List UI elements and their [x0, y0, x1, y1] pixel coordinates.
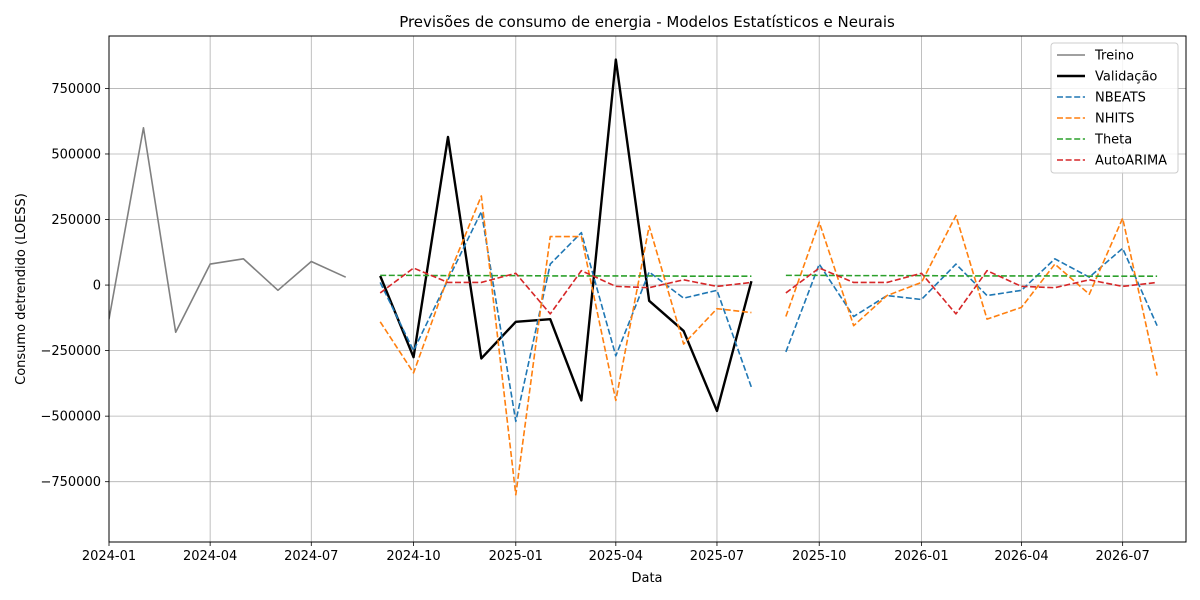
x-tick-label: 2026-01	[894, 549, 948, 564]
y-axis-label: Consumo detrendido (LOESS)	[14, 193, 29, 385]
plot-series	[109, 58, 1158, 496]
y-tick-label: 0	[93, 279, 101, 294]
y-tick-label: −750000	[40, 475, 101, 490]
x-tick-label: 2024-01	[82, 549, 136, 564]
y-tick-label: 250000	[51, 213, 101, 228]
y-tick-label: 500000	[51, 147, 101, 162]
x-tick-label: 2024-07	[284, 549, 338, 564]
axis-ticks: 2024-01 2024-04 2024-07 2024-10 2025-01 2025-…	[40, 82, 1149, 564]
legend: Treino Validação NBEATS NHITS Theta AutoARIMA	[1050, 42, 1179, 174]
series-line-nhits	[379, 195, 752, 496]
series-line-treino	[109, 126, 347, 334]
legend-label: NBEATS	[1095, 91, 1146, 106]
x-tick-label: 2025-01	[489, 549, 543, 564]
series-line-autoarima	[379, 267, 752, 315]
legend-item-nhits: NHITS	[1057, 112, 1135, 127]
series-line-validacao	[379, 58, 753, 413]
chart-title: Previsões de consumo de energia - Modelo…	[399, 13, 895, 31]
plot-frame	[108, 35, 1187, 543]
y-tick-label: −500000	[40, 410, 101, 425]
series-line-theta	[380, 274, 752, 277]
series-line-autoarima	[785, 267, 1158, 315]
x-tick-label: 2024-10	[386, 549, 440, 564]
legend-label: Theta	[1094, 133, 1132, 148]
legend-item-validacao: Validação	[1057, 70, 1157, 85]
legend-label: NHITS	[1095, 112, 1135, 127]
y-tick-label: −250000	[40, 344, 101, 359]
series-treino	[109, 126, 347, 334]
legend-label: Treino	[1094, 49, 1134, 64]
x-tick-label: 2025-10	[792, 549, 846, 564]
x-tick-label: 2026-07	[1095, 549, 1149, 564]
series-line-theta	[785, 274, 1158, 277]
legend-label: Validação	[1095, 70, 1157, 85]
legend-label: AutoARIMA	[1095, 154, 1167, 169]
x-axis-label: Data	[631, 571, 662, 586]
x-tick-label: 2025-04	[589, 549, 643, 564]
legend-item-nbeats: NBEATS	[1057, 91, 1146, 106]
series-validacao	[379, 58, 753, 413]
x-tick-label: 2026-04	[994, 549, 1048, 564]
x-tick-label: 2024-04	[183, 549, 237, 564]
legend-item-autoarima: AutoARIMA	[1057, 154, 1167, 169]
series-theta	[380, 274, 1158, 277]
legend-item-treino: Treino	[1057, 49, 1134, 64]
series-autoarima	[379, 267, 1158, 315]
legend-item-theta: Theta	[1057, 133, 1132, 148]
x-tick-label: 2025-07	[690, 549, 744, 564]
y-tick-label: 750000	[51, 82, 101, 97]
